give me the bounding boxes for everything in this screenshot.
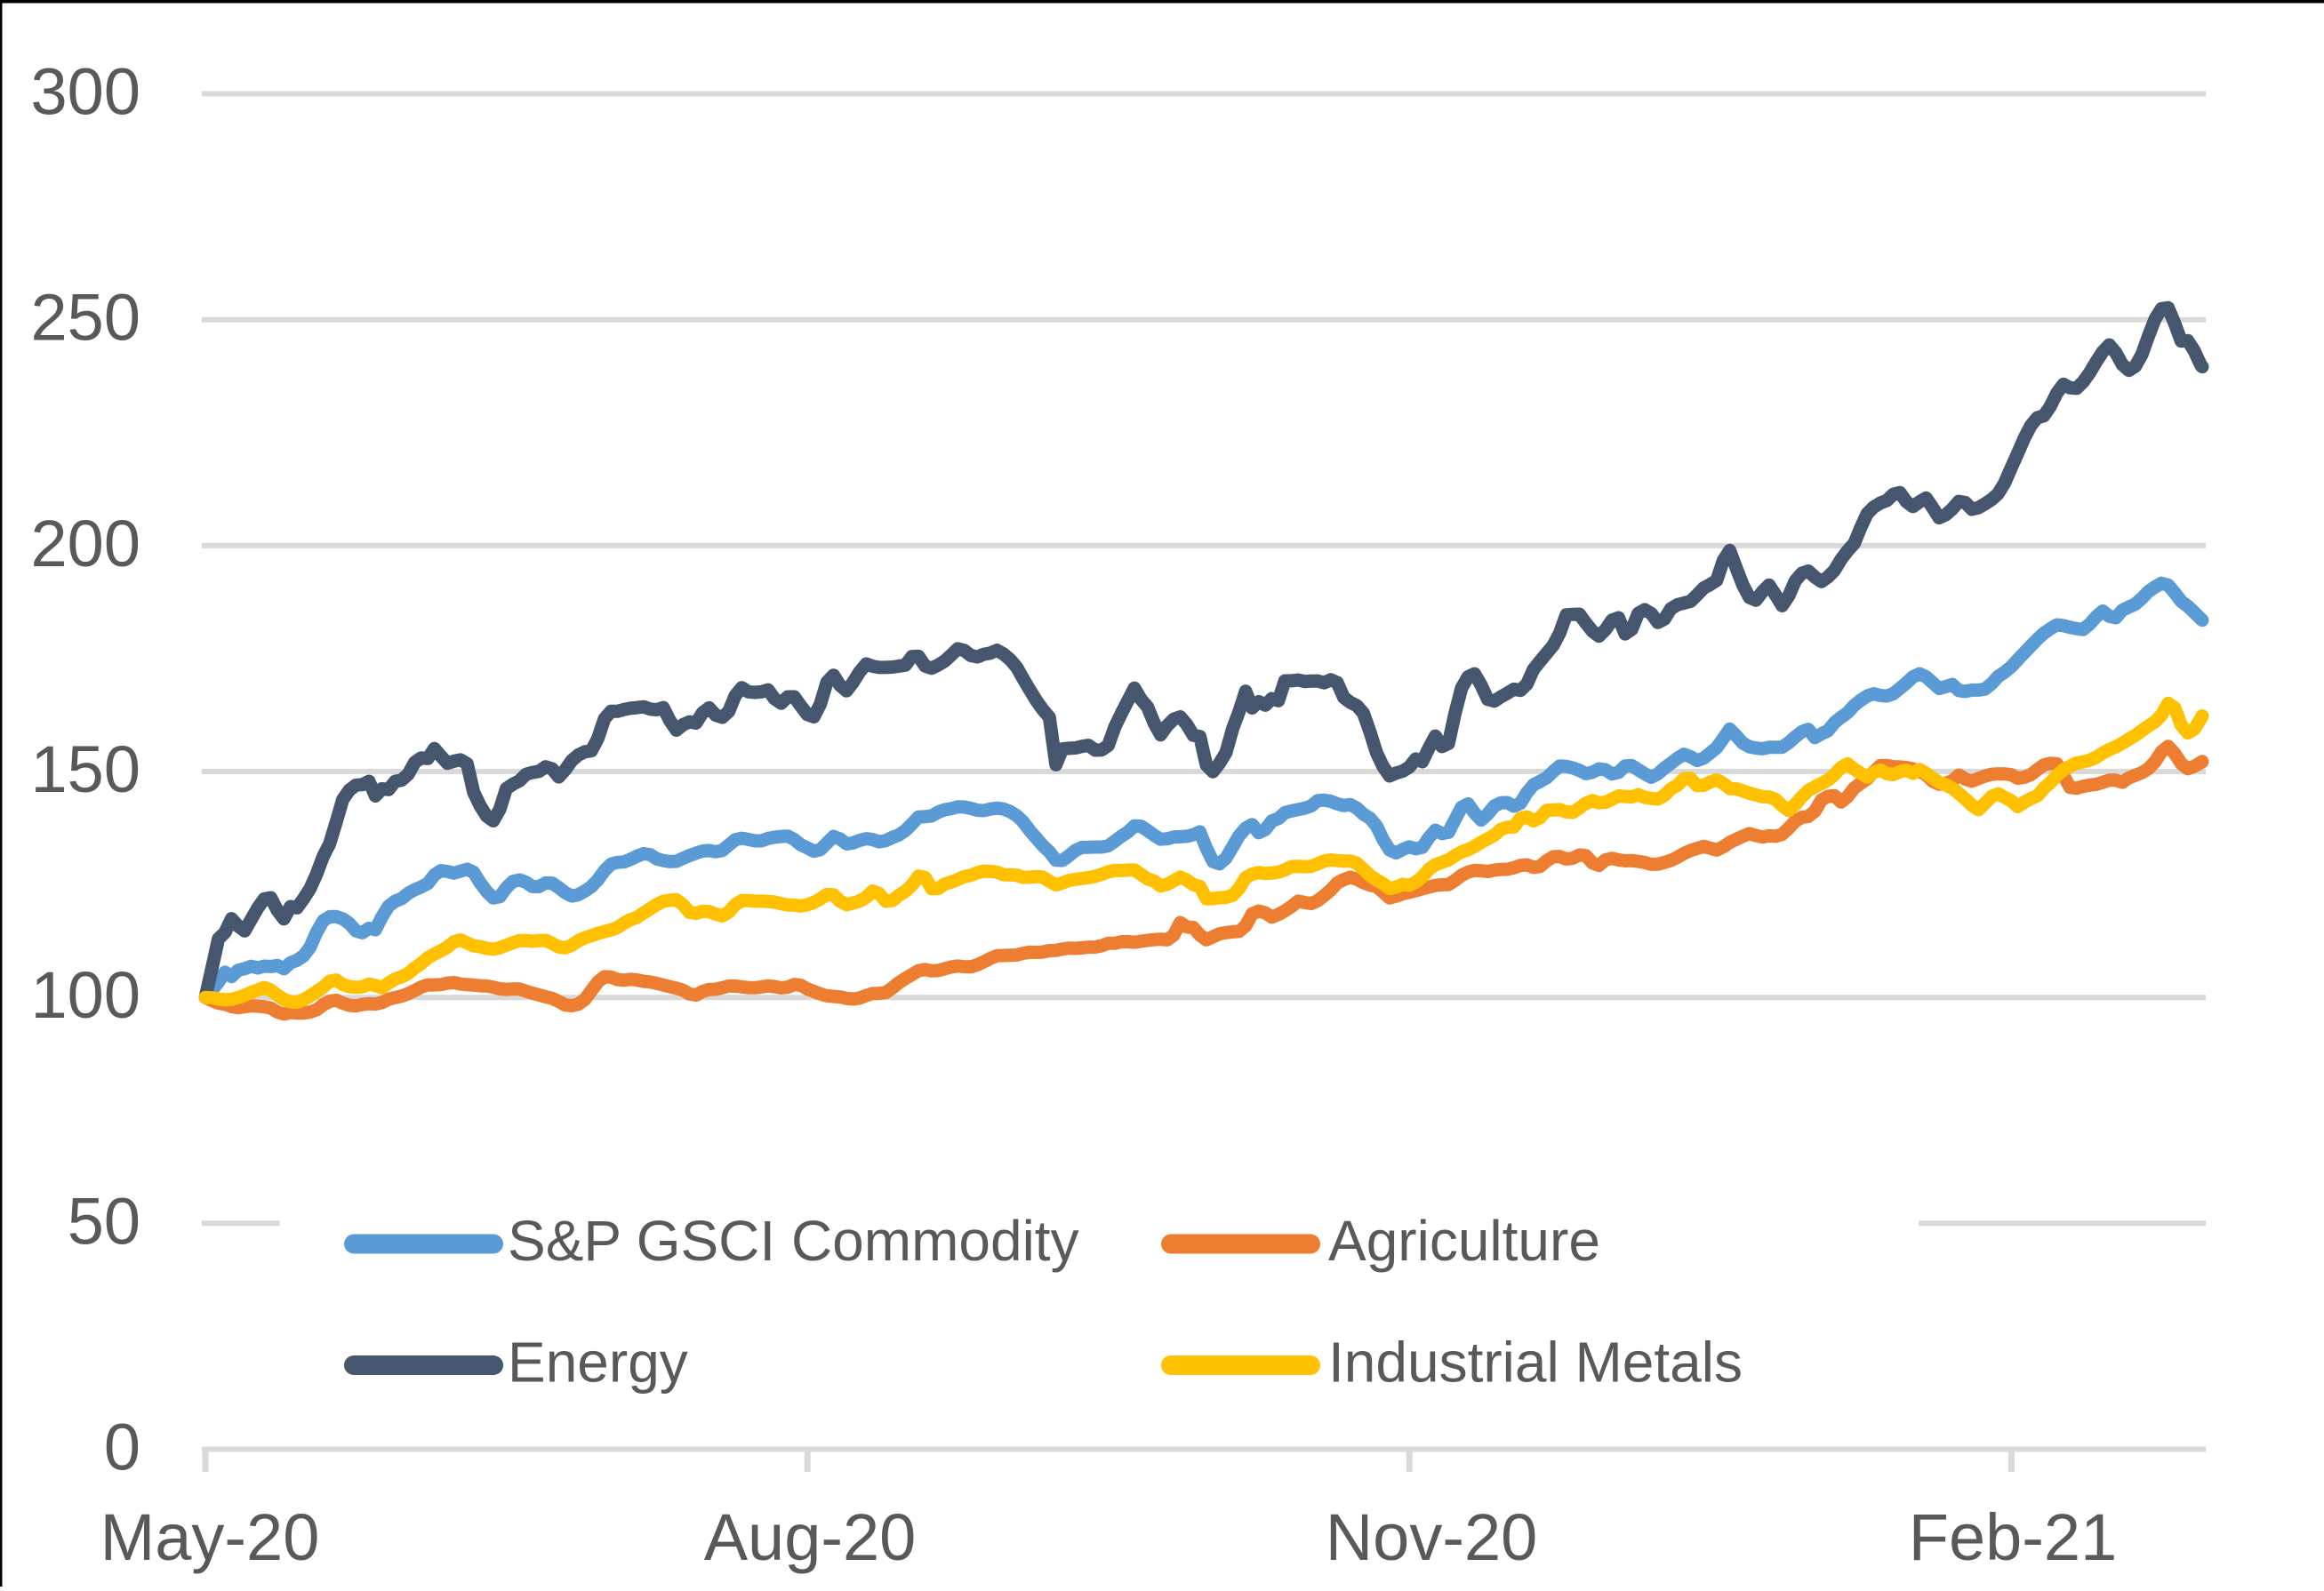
svg-text:Feb-21: Feb-21: [1909, 1500, 2117, 1574]
svg-text:100: 100: [31, 958, 140, 1032]
svg-text:Energy: Energy: [508, 1331, 688, 1395]
svg-text:200: 200: [31, 507, 140, 580]
svg-text:150: 150: [31, 732, 140, 806]
svg-text:Aug-20: Aug-20: [704, 1500, 917, 1574]
svg-text:Agriculture: Agriculture: [1328, 1209, 1600, 1273]
svg-text:50: 50: [68, 1184, 140, 1258]
svg-text:250: 250: [31, 281, 140, 355]
svg-text:S&P GSCI Commodity: S&P GSCI Commodity: [508, 1209, 1079, 1273]
svg-text:May-20: May-20: [100, 1500, 320, 1574]
svg-text:300: 300: [31, 55, 140, 129]
svg-text:Industrial Metals: Industrial Metals: [1328, 1331, 1743, 1395]
svg-text:Nov-20: Nov-20: [1326, 1500, 1538, 1574]
svg-text:0: 0: [104, 1411, 140, 1484]
